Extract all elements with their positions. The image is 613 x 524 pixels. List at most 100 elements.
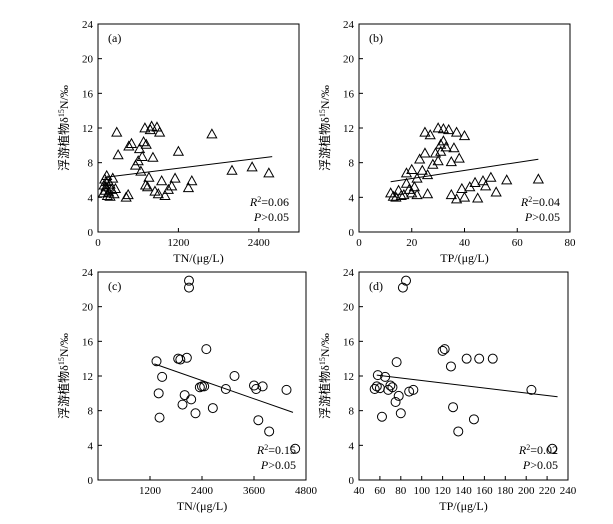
x-tick-label: 2400	[248, 237, 271, 249]
x-tick-label: 60	[374, 485, 386, 497]
data-point	[439, 344, 450, 355]
y-tick-label: 20	[82, 302, 94, 314]
data-point	[390, 397, 401, 407]
x-tick-label: 40	[354, 485, 366, 497]
data-point	[450, 193, 463, 204]
data-point	[393, 390, 404, 401]
data-point	[156, 175, 168, 186]
data-point	[257, 381, 268, 392]
x-tick-label: 40	[459, 237, 471, 249]
data-point	[432, 155, 444, 166]
y-tick-label: 24	[82, 19, 94, 31]
data-point	[369, 384, 380, 394]
data-point	[186, 394, 197, 405]
data-point	[184, 282, 194, 293]
data-point	[137, 136, 150, 147]
x-axis-label: TN/(μg/L)	[177, 499, 227, 513]
data-point	[411, 188, 423, 200]
y-tick-label: 20	[343, 54, 355, 66]
x-tick-label: 1200	[139, 485, 162, 497]
data-point	[246, 161, 258, 172]
data-point	[445, 155, 457, 167]
r2-annotation: R2=0.15	[256, 443, 296, 458]
y-tick-label: 0	[349, 475, 355, 487]
y-tick-label: 4	[88, 192, 94, 204]
data-point	[229, 371, 240, 381]
x-tick-label: 4800	[295, 485, 318, 497]
data-point	[181, 352, 192, 363]
data-point	[435, 138, 447, 149]
data-point	[448, 402, 459, 413]
chart-panel-2: 0 4 8 12 16 20 24 1200 2400 3600 4800 TN/(μg/L) 浮游植物…	[56, 267, 318, 513]
data-point	[416, 164, 428, 175]
data-point	[157, 371, 168, 382]
data-point	[532, 173, 544, 184]
data-point	[443, 123, 455, 135]
panel-label: (b)	[369, 31, 383, 45]
data-point	[139, 122, 151, 133]
x-tick-label: 220	[539, 485, 556, 497]
r2-annotation: R2=0.04	[520, 195, 560, 210]
data-point	[100, 181, 112, 192]
data-point	[290, 443, 301, 454]
data-point	[109, 182, 122, 194]
y-tick-label: 20	[82, 54, 94, 66]
y-tick-label: 8	[349, 158, 355, 170]
r2-annotation: R2=0.02	[518, 443, 558, 458]
y-tick-label: 0	[88, 227, 94, 239]
x-axis-label: TP/(μg/L)	[440, 251, 488, 265]
data-point	[125, 137, 138, 148]
data-point	[387, 190, 399, 201]
data-point	[453, 152, 465, 163]
y-tick-label: 0	[88, 475, 94, 487]
data-point	[172, 145, 185, 156]
x-tick-label: 20	[406, 237, 418, 249]
data-point	[220, 384, 231, 394]
data-point	[400, 167, 413, 178]
data-point	[450, 126, 463, 137]
data-point	[101, 189, 114, 200]
data-point	[440, 141, 452, 152]
x-tick-label: 60	[512, 237, 524, 249]
data-point	[184, 275, 194, 286]
data-point	[281, 384, 292, 395]
data-point	[140, 138, 152, 149]
y-tick-label: 0	[349, 227, 355, 239]
data-point	[485, 171, 497, 182]
y-axis-label: 浮游植物δ15N/‰	[317, 85, 332, 171]
data-point	[479, 180, 492, 191]
p-annotation: P>0.05	[253, 210, 289, 224]
x-axis-label: TP/(μg/L)	[439, 499, 487, 513]
data-point	[453, 426, 464, 437]
data-point	[421, 168, 434, 180]
y-tick-label: 4	[349, 192, 355, 204]
data-point	[207, 403, 218, 414]
y-tick-label: 20	[343, 302, 355, 314]
p-annotation: P>0.05	[260, 458, 296, 472]
data-point	[264, 426, 275, 437]
data-point	[179, 390, 190, 401]
data-point	[445, 188, 457, 200]
data-point	[477, 175, 489, 186]
data-point	[424, 129, 436, 140]
data-point	[501, 174, 513, 185]
p-annotation: P>0.05	[522, 458, 558, 472]
data-point	[414, 153, 426, 164]
x-tick-label: 0	[95, 237, 101, 249]
p-annotation: P>0.05	[524, 210, 560, 224]
data-point	[404, 386, 415, 397]
data-point	[206, 128, 218, 139]
panel-label: (d)	[369, 279, 383, 293]
data-point	[474, 353, 485, 364]
data-point	[445, 361, 456, 372]
x-axis-label: TN/(μg/L)	[173, 251, 223, 265]
x-tick-label: 100	[413, 485, 430, 497]
x-tick-label: 0	[356, 237, 362, 249]
data-point	[199, 381, 210, 392]
y-tick-label: 24	[343, 267, 355, 279]
data-point	[371, 381, 382, 392]
data-point	[408, 181, 421, 192]
data-point	[401, 275, 412, 286]
data-point	[104, 190, 116, 201]
data-point	[107, 172, 119, 183]
